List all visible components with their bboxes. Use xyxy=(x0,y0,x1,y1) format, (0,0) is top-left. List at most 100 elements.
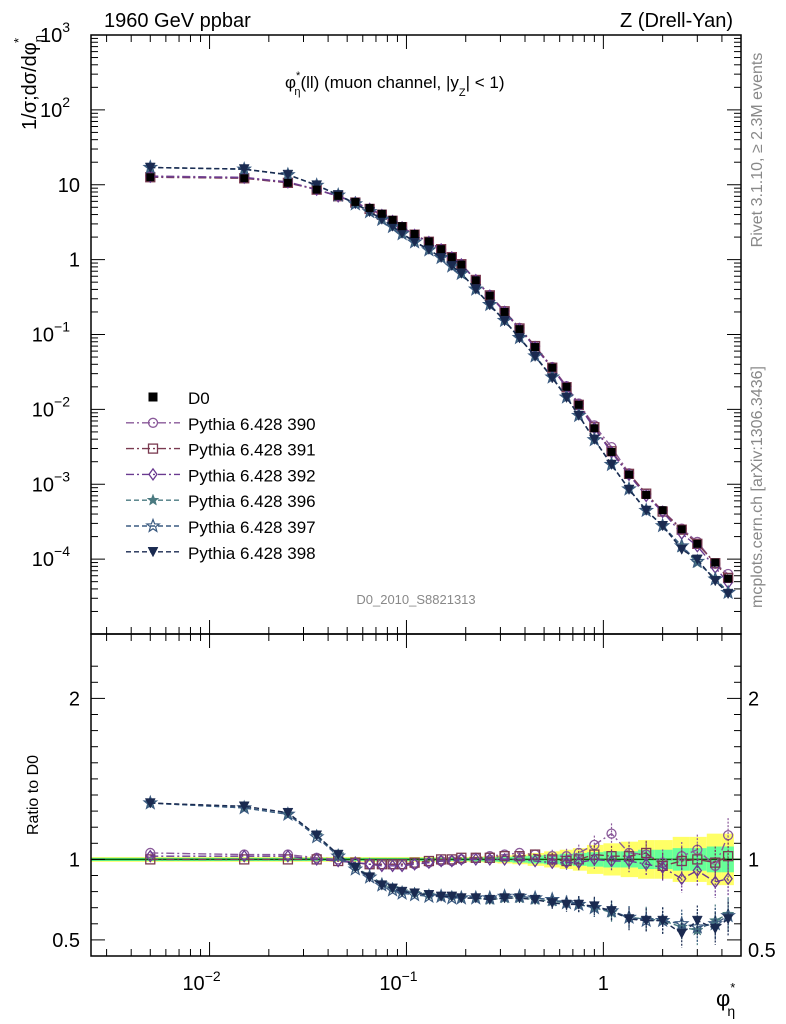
data-point-d0 xyxy=(607,447,616,456)
y-tick-label-base: 1 xyxy=(69,250,80,272)
header-right: Z (Drell-Yan) xyxy=(620,10,733,32)
data-point-d0 xyxy=(590,424,599,433)
y-tick-label-exp: −1 xyxy=(54,319,70,335)
marker-triangle-down xyxy=(722,588,734,600)
data-point-d0 xyxy=(437,245,446,254)
watermark: D0_2010_S8821313 xyxy=(356,592,475,607)
data-point-d0 xyxy=(500,307,509,316)
marker-triangle-down xyxy=(529,894,541,906)
marker-square xyxy=(145,854,156,865)
marker-diamond xyxy=(239,849,250,863)
x-tick-label-base: 1 xyxy=(598,973,609,995)
marker-triangle-down xyxy=(722,914,734,925)
data-point-d0 xyxy=(485,291,494,300)
marker-triangle-down xyxy=(446,891,458,902)
marker-diamond xyxy=(409,857,420,871)
marker-diamond xyxy=(530,854,540,868)
x-tick-label: 1 xyxy=(598,973,609,995)
marker-triangle-down xyxy=(709,923,721,935)
data-point-d0 xyxy=(240,174,249,183)
marker-square xyxy=(722,851,734,862)
marker-square xyxy=(282,854,294,865)
marker-square xyxy=(499,851,510,862)
legend-label-d0: D0 xyxy=(188,389,210,408)
y-tick-label-base: 10 xyxy=(32,399,54,421)
marker-diamond xyxy=(573,856,584,870)
y-axis-label-top: 1/σ;dσ/dφη * xyxy=(11,35,46,130)
x-tick-label-base: 10 xyxy=(379,973,401,995)
marker-square xyxy=(692,538,703,549)
y-tick-label-base: 10 xyxy=(58,175,80,197)
legend-label: Pythia 6.428 396 xyxy=(188,492,316,511)
data-point-d0 xyxy=(312,185,321,194)
marker-diamond xyxy=(377,859,387,873)
marker-diamond xyxy=(397,859,407,873)
plot-title: φ* η(ll) (muon channel, |yZ| < 1) xyxy=(285,70,505,99)
marker-circle xyxy=(145,847,156,859)
marker-diamond xyxy=(710,875,721,889)
y-axis-label-top-main: 1/σ;dσ/dφ xyxy=(19,42,41,130)
x-tick-label: 10−2 xyxy=(182,968,220,995)
y-tick-label-exp: −2 xyxy=(54,393,70,409)
marker-triangle-down xyxy=(470,284,482,295)
marker-triangle-down xyxy=(282,169,294,181)
side-mcplots-text: mcplots.cern.ch [arXiv:1306.3436] xyxy=(749,366,766,608)
marker-triangle-down xyxy=(144,798,156,809)
y-tick-label: 10−3 xyxy=(32,468,70,496)
marker-triangle-down xyxy=(623,484,635,496)
data-point-d0 xyxy=(574,400,583,409)
marker-triangle-down xyxy=(332,849,344,861)
ratio-tick-label-left: 0.5 xyxy=(52,930,80,952)
marker-triangle-down xyxy=(676,544,688,555)
data-points xyxy=(146,173,733,583)
legend: D0 Pythia 6.428 390 Pythia 6.428 391 Pythia… xyxy=(126,389,316,563)
marker-diamond xyxy=(624,854,634,868)
y-tick-label-base: 10 xyxy=(32,325,54,347)
data-point-d0 xyxy=(146,173,155,182)
ratio-tick-label-right: 1 xyxy=(748,849,759,871)
marker-triangle-down xyxy=(640,915,652,927)
marker-diamond xyxy=(456,852,467,867)
data-point-d0 xyxy=(693,539,702,548)
marker-triangle-down xyxy=(238,164,250,175)
marker-triangle-down xyxy=(623,914,635,925)
marker-diamond xyxy=(387,859,398,873)
x-tick-label-base: 10 xyxy=(182,973,204,995)
x-axis-label: φ* η xyxy=(716,980,735,1019)
data-point-d0 xyxy=(625,470,634,479)
marker-triangle-down xyxy=(588,901,600,912)
data-point-d0 xyxy=(365,203,374,212)
y-tick-label: 1 xyxy=(69,250,80,272)
data-point-d0 xyxy=(410,229,419,238)
marker-square xyxy=(514,851,525,862)
marker-diamond xyxy=(657,860,668,875)
y-tick-label: 102 xyxy=(40,94,70,122)
plot-title-end: | < 1) xyxy=(466,73,505,92)
marker-diamond xyxy=(447,854,457,868)
data-point-d0 xyxy=(562,382,571,391)
marker-triangle-down xyxy=(640,505,652,517)
marker-triangle-down xyxy=(691,915,703,927)
data-point-d0 xyxy=(658,506,667,515)
y-tick-label-base: 10 xyxy=(32,549,54,571)
x-tick-label-exp: −1 xyxy=(402,968,418,984)
y-tick-label: 10−4 xyxy=(32,543,70,571)
ratio-tick-label-right: 2 xyxy=(748,688,759,710)
marker-triangle-down xyxy=(514,893,525,904)
ratio-tick-label-left: 2 xyxy=(69,688,80,710)
marker-triangle-down xyxy=(282,807,294,819)
y-tick-label-base: 10 xyxy=(40,100,62,122)
y-tick-label-base: 10 xyxy=(40,25,62,47)
series-line-main xyxy=(150,175,729,575)
plot-title-sub: η xyxy=(294,86,300,98)
marker-triangle-down xyxy=(455,268,467,279)
data-point-d0 xyxy=(531,343,540,352)
marker-triangle-down xyxy=(409,888,421,899)
marker-diamond xyxy=(547,856,558,870)
marker-diamond xyxy=(606,854,617,868)
ratio-tick-label-right: 0.5 xyxy=(748,940,776,962)
marker-triangle-down xyxy=(147,547,159,558)
marker-diamond xyxy=(145,849,156,863)
marker-diamond xyxy=(283,849,293,863)
